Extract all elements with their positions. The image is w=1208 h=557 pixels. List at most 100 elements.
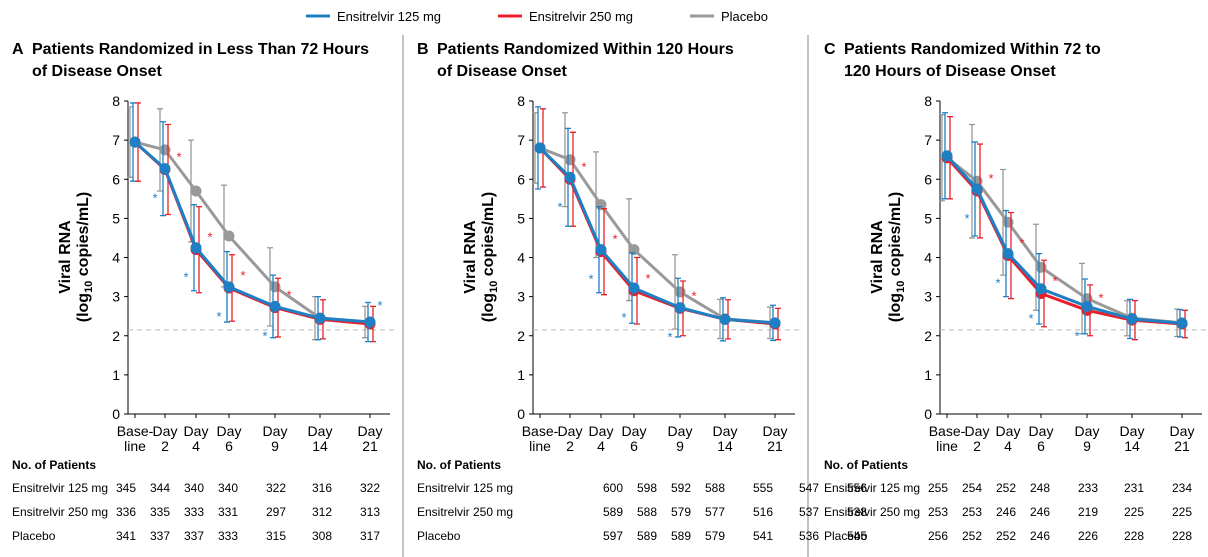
legend-label: Ensitrelvir 250 mg (529, 9, 633, 24)
significance-mark: * (152, 191, 157, 206)
x-tick-label: 9 (676, 438, 684, 454)
table-value: 228 (1172, 529, 1192, 543)
table-value: 340 (218, 481, 238, 495)
panel-title: 120 Hours of Disease Onset (844, 63, 1056, 80)
table-value: 315 (266, 529, 286, 543)
table-value: 228 (1124, 529, 1144, 543)
marker (564, 171, 576, 183)
significance-mark: * (207, 230, 212, 245)
table-title: No. of Patients (12, 458, 96, 472)
x-tick-label: line (936, 438, 958, 454)
x-tick-label: Base- (522, 423, 559, 439)
x-tick-label: 4 (192, 438, 200, 454)
y-tick-label: 6 (924, 171, 932, 187)
x-tick-label: 14 (312, 438, 328, 454)
y-tick-label: 1 (924, 367, 932, 383)
table-value: 252 (962, 529, 982, 543)
significance-mark: * (286, 288, 291, 303)
significance-mark: * (691, 288, 696, 303)
table-value: 577 (705, 505, 725, 519)
marker (223, 230, 235, 242)
table-value: 219 (1078, 505, 1098, 519)
table-value: 538 (847, 505, 867, 519)
marker (159, 144, 171, 156)
y-tick-label: 8 (517, 93, 525, 109)
table-title: No. of Patients (824, 458, 908, 472)
table-value: 252 (996, 529, 1016, 543)
x-tick-label: line (124, 438, 146, 454)
table-value: 231 (1124, 481, 1144, 495)
table-value: 246 (1030, 529, 1050, 543)
panel-letter: B (417, 41, 429, 58)
marker (1176, 317, 1188, 329)
table-value: 589 (671, 529, 691, 543)
x-tick-label: 4 (597, 438, 605, 454)
table-value: 333 (184, 505, 204, 519)
significance-mark: * (1019, 236, 1024, 251)
significance-mark: * (557, 199, 562, 214)
table-row-name: Ensitrelvir 250 mg (824, 505, 920, 519)
table-value: 322 (266, 481, 286, 495)
table-value: 256 (928, 529, 948, 543)
table-value: 255 (928, 481, 948, 495)
x-tick-label: 14 (1124, 438, 1140, 454)
x-tick-label: 9 (1083, 438, 1091, 454)
table-value: 336 (116, 505, 136, 519)
significance-mark: * (176, 149, 181, 164)
legend-label: Ensitrelvir 125 mg (337, 9, 441, 24)
marker (595, 244, 607, 256)
x-tick-label: 14 (717, 438, 733, 454)
table-value: 547 (799, 481, 819, 495)
marker (190, 242, 202, 254)
marker (1035, 283, 1047, 295)
marker (269, 281, 281, 293)
table-value: 597 (603, 529, 623, 543)
x-tick-label: Day (622, 423, 647, 439)
table-value: 589 (603, 505, 623, 519)
table-value: 308 (312, 529, 332, 543)
panel-title: Patients Randomized Within 72 to (844, 41, 1101, 58)
table-value: 253 (928, 505, 948, 519)
significance-mark: * (988, 171, 993, 186)
table-value: 588 (637, 505, 657, 519)
unit-sub: 10 (83, 281, 95, 293)
table-value: 297 (266, 505, 286, 519)
table-value: 592 (671, 481, 691, 495)
x-tick-label: Day (153, 423, 178, 439)
panel-title: Patients Randomized in Less Than 72 Hour… (32, 41, 369, 58)
significance-mark: * (183, 270, 188, 285)
marker (159, 163, 171, 175)
table-value: 333 (218, 529, 238, 543)
table-value: 588 (705, 481, 725, 495)
unit-suffix: copies/mL) (480, 192, 497, 281)
table-value: 589 (637, 529, 657, 543)
significance-mark: * (1052, 273, 1057, 288)
x-tick-label: 4 (1004, 438, 1012, 454)
x-tick-label: 6 (1037, 438, 1045, 454)
x-tick-label: Day (1120, 423, 1145, 439)
marker (223, 281, 235, 293)
panel-title: of Disease Onset (32, 63, 163, 80)
marker (364, 316, 376, 328)
table-value: 313 (360, 505, 380, 519)
significance-mark: * (1098, 290, 1103, 305)
table-value: 537 (799, 505, 819, 519)
table-value: 225 (1124, 505, 1144, 519)
table-value: 337 (150, 529, 170, 543)
table-value: 233 (1078, 481, 1098, 495)
table-value: 536 (799, 529, 819, 543)
y-tick-label: 2 (924, 328, 932, 344)
y-axis-label: Viral RNA (57, 220, 74, 294)
significance-mark: * (1074, 328, 1079, 343)
table-row-name: Placebo (417, 529, 461, 543)
significance-mark: * (588, 272, 593, 287)
y-tick-label: 0 (924, 406, 932, 422)
table-value: 316 (312, 481, 332, 495)
table-row-name: Ensitrelvir 250 mg (417, 505, 513, 519)
table-value: 556 (847, 481, 867, 495)
table-row-name: Ensitrelvir 125 mg (417, 481, 513, 495)
table-value: 579 (671, 505, 691, 519)
significance-mark: * (377, 298, 382, 313)
significance-mark: * (995, 276, 1000, 291)
significance-mark: * (621, 310, 626, 325)
